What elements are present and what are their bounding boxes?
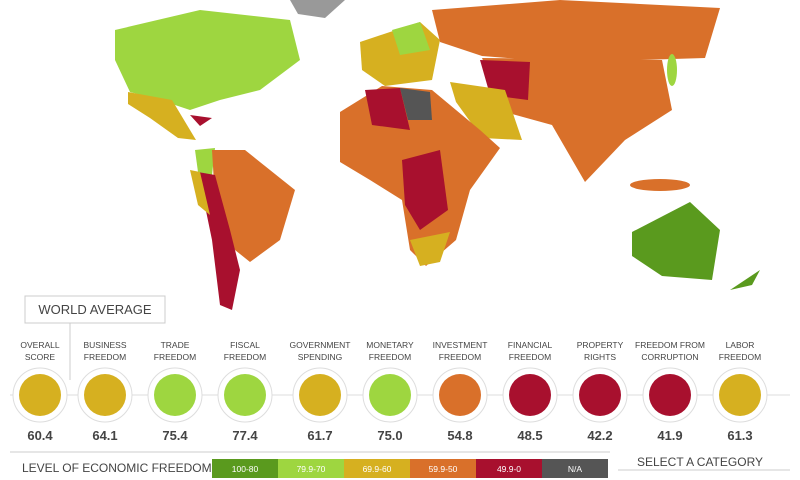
- indicator-label[interactable]: OVERALL SCORE: [20, 340, 59, 362]
- indicator-value: 64.1: [92, 428, 117, 443]
- indicator-dot[interactable]: [369, 374, 411, 416]
- indicator-value: 75.4: [162, 428, 188, 443]
- indicator-dot[interactable]: [509, 374, 551, 416]
- legend-label: 100-80: [232, 464, 259, 474]
- indicator-dot[interactable]: [299, 374, 341, 416]
- indicator-value: 42.2: [587, 428, 612, 443]
- legend-label: 59.9-50: [429, 464, 458, 474]
- indicator-dot[interactable]: [19, 374, 61, 416]
- indicator-label[interactable]: FREEDOM FROM CORRUPTION: [635, 340, 705, 362]
- indicator-label[interactable]: PROPERTY RIGHTS: [577, 340, 624, 362]
- indicator-label[interactable]: TRADE FREEDOM: [154, 340, 197, 362]
- indicator-value: 77.4: [232, 428, 258, 443]
- legend-label: 49.9-0: [497, 464, 521, 474]
- indicator-dot[interactable]: [154, 374, 196, 416]
- indicator-label[interactable]: FINANCIAL FREEDOM: [508, 340, 553, 362]
- indicator-dot[interactable]: [439, 374, 481, 416]
- indicator-label[interactable]: GOVERNMENT SPENDING: [290, 340, 351, 362]
- indicator-value: 60.4: [27, 428, 53, 443]
- select-category[interactable]: SELECT A CATEGORY: [637, 455, 763, 469]
- world-average-box: [24, 295, 166, 324]
- indicator-value: 61.7: [307, 428, 332, 443]
- legend-swatch: [410, 459, 476, 478]
- indicator-label[interactable]: FISCAL FREEDOM: [224, 340, 267, 362]
- legend-swatch: [278, 459, 344, 478]
- legend-swatch: [344, 459, 410, 478]
- legend-swatch: [212, 459, 278, 478]
- indicator-value: 61.3: [727, 428, 752, 443]
- indicator-dot[interactable]: [719, 374, 761, 416]
- legend-title: LEVEL OF ECONOMIC FREEDOM: [22, 461, 212, 475]
- world-map: [115, 0, 760, 310]
- indicator-label[interactable]: LABOR FREEDOM: [719, 340, 762, 362]
- legend-label: 69.9-60: [363, 464, 392, 474]
- indicator-dot[interactable]: [579, 374, 621, 416]
- indicator-value: 54.8: [447, 428, 472, 443]
- indicator-value: 41.9: [657, 428, 682, 443]
- legend-label: N/A: [568, 464, 583, 474]
- indicator-label[interactable]: INVESTMENT FREEDOM: [433, 340, 488, 362]
- legend-swatch: [476, 459, 542, 478]
- legend-label: 79.9-70: [297, 464, 326, 474]
- world-average: WORLD AVERAGE: [38, 302, 152, 317]
- indicator-dot[interactable]: [84, 374, 126, 416]
- indicator-label[interactable]: MONETARY FREEDOM: [366, 340, 414, 362]
- indicator-value: 48.5: [517, 428, 542, 443]
- indicator-dot[interactable]: [224, 374, 266, 416]
- indicator-value: 75.0: [377, 428, 402, 443]
- indicator-label[interactable]: BUSINESS FREEDOM: [84, 340, 127, 362]
- indicator-dot[interactable]: [649, 374, 691, 416]
- legend-swatch: [542, 459, 608, 478]
